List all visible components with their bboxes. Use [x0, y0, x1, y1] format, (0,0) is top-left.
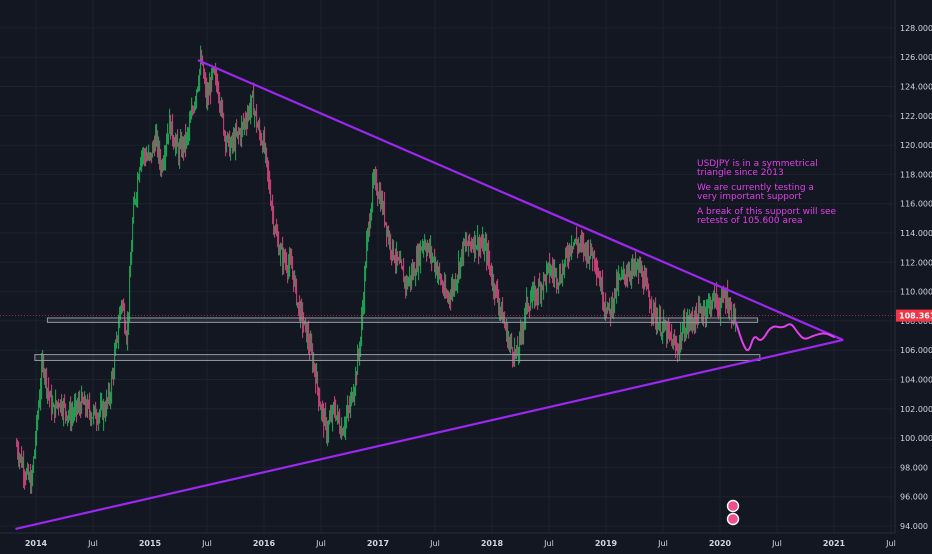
- x-tick-label: 2018: [481, 539, 504, 548]
- y-tick-label: 114.000: [900, 229, 932, 238]
- support-zone-1: [46, 317, 759, 323]
- y-tick-label: 98.000: [900, 463, 928, 472]
- y-tick-label: 116.000: [900, 200, 932, 209]
- grid: [0, 0, 895, 533]
- y-tick-label: 110.000: [900, 288, 932, 297]
- x-tick-label: Jul: [657, 539, 668, 548]
- y-tick-label: 122.000: [900, 112, 932, 121]
- y-tick-label: 102.000: [900, 405, 932, 414]
- triangle-lower-line: [15, 338, 844, 531]
- x-tick-label: 2020: [709, 539, 732, 548]
- x-tick-label: Jul: [771, 539, 782, 548]
- triangle-lines: [15, 59, 844, 531]
- logo-circle-bottom: [726, 512, 740, 526]
- x-tick-label: Jul: [201, 539, 212, 548]
- y-tick-label: 112.000: [900, 258, 932, 267]
- x-tick-label: Jul: [87, 539, 98, 548]
- candles-series: [16, 45, 737, 494]
- x-tick-label: Jul: [429, 539, 440, 548]
- x-tick-label: 2016: [253, 539, 276, 548]
- time-axis[interactable]: 2014 Jul 2015 Jul 2016 Jul 2017 Jul 2018 Jul 2019 J…: [0, 532, 896, 548]
- annotation-line-4: We are currently testing a: [697, 183, 814, 193]
- annotation-line-1: USDJPY is in a symmetrical: [697, 159, 818, 169]
- y-tick-label: 94.000: [900, 522, 928, 531]
- tradingview-logo: [726, 499, 740, 526]
- y-tick-label: 120.000: [900, 141, 932, 150]
- y-tick-label: 100.000: [900, 434, 932, 443]
- annotation-line-2: triangle since 2013: [697, 168, 784, 178]
- annotation-line-7: A break of this support will see: [697, 207, 837, 217]
- triangle-upper-line: [197, 59, 844, 341]
- x-tick-label: Jul: [315, 539, 326, 548]
- annotation-line-5: very important support: [697, 192, 802, 202]
- y-tick-label: 96.000: [900, 493, 928, 502]
- x-tick-label: 2021: [823, 539, 846, 548]
- support-zone-2: [34, 354, 761, 361]
- y-tick-label: 106.000: [900, 346, 932, 355]
- support-zones: [34, 317, 761, 361]
- current-price-badge: [896, 309, 932, 322]
- logo-circle-top: [726, 499, 740, 513]
- y-tick-label: 128.000: [900, 24, 932, 33]
- x-tick-label: 2015: [139, 539, 162, 548]
- current-price-tag: 108.361: [0, 309, 932, 322]
- current-price-label: 108.361: [899, 312, 932, 321]
- price-axis-bg: [895, 0, 932, 550]
- x-tick-label: 2014: [25, 539, 48, 548]
- x-tick-label: 2019: [595, 539, 618, 548]
- projection-line: [734, 321, 835, 352]
- projection-path: [734, 321, 835, 352]
- y-tick-label: 104.000: [900, 376, 932, 385]
- y-tick-label: 124.000: [900, 83, 932, 92]
- y-tick-label: 126.000: [900, 53, 932, 62]
- annotation-line-8: retests of 105.600 area: [697, 216, 803, 226]
- y-tick-label: 118.000: [900, 170, 932, 179]
- x-tick-label: 2017: [367, 539, 389, 548]
- x-tick-label: Jul: [543, 539, 554, 548]
- x-tick-label: Jul: [885, 539, 896, 548]
